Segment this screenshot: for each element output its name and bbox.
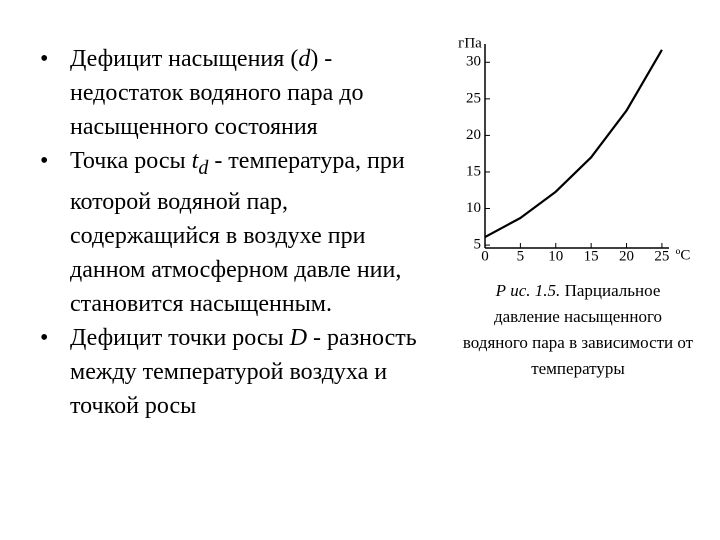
bullet: • Точка росы td - температура, при которо… — [40, 148, 405, 317]
text: d — [298, 46, 311, 72]
y-tick-label: 15 — [466, 163, 481, 179]
y-tick-label: 20 — [466, 127, 481, 143]
caption-label: Р ис. 1.5. — [495, 281, 561, 300]
text: ) - недостаток водяного пара до насыщенн… — [70, 46, 364, 140]
bullet: • Дефицит точки росы D - разность между т… — [40, 324, 417, 419]
data-line — [484, 49, 663, 239]
text: D — [289, 324, 308, 351]
caption-text: Парциальное давление насыщенного водяног… — [462, 281, 694, 378]
y-tick-label: 10 — [466, 200, 481, 216]
x-tick-label: 0 — [481, 248, 489, 264]
caption: Р ис. 1.5. Парциальное давление насыщенн… — [462, 278, 694, 382]
text: Дефицит точки росы — [70, 324, 290, 351]
text: - температура, при которой водяной пар, … — [70, 148, 405, 317]
y-tick-label: 30 — [466, 54, 481, 70]
bullet: • Дефицит насыщения (d) - недостаток водя… — [40, 46, 364, 140]
x-tick-label: 10 — [548, 248, 563, 264]
x-axis-label: ºС — [676, 247, 691, 263]
x-tick-label: 5 — [517, 248, 525, 264]
x-tick-label: 15 — [584, 248, 599, 264]
y-tick-label: 5 — [474, 237, 482, 253]
y-axis-label: гПа — [458, 35, 482, 51]
y-tick-label: 25 — [466, 90, 481, 106]
text: d — [198, 156, 209, 179]
text: - разность между температурой воздуха и … — [70, 324, 417, 419]
text: t — [191, 148, 199, 174]
x-tick-label: 20 — [619, 248, 634, 264]
bullet-list: • Дефицит насыщения (d) - недостаток водя… — [40, 42, 440, 423]
x-tick-label: 25 — [654, 248, 669, 264]
text: Точка росы — [70, 148, 192, 174]
text: Дефицит насыщения ( — [70, 46, 299, 72]
